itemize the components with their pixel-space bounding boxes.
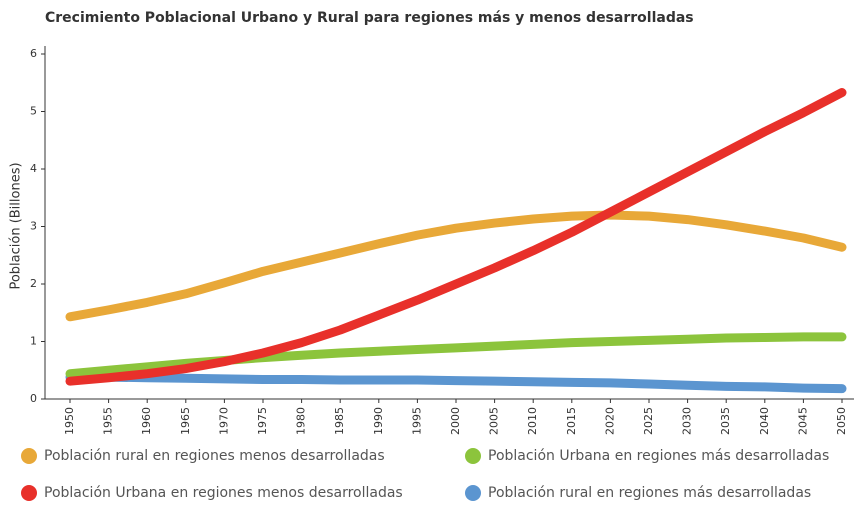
x-tick-label: 2020 [603,407,616,435]
y-tick-label: 0 [30,392,37,405]
x-tick-label: 1955 [102,407,115,435]
x-tick-label: 1985 [333,407,346,435]
x-tick-label: 2030 [681,407,694,435]
y-tick-label: 6 [30,47,37,60]
y-axis-label: Población (Billones) [9,162,24,289]
legend-label: Población rural en regiones menos desarr… [44,448,385,464]
x-tick-label: 1965 [179,407,192,435]
x-tick-label: 2010 [526,407,539,435]
x-tick-label: 1960 [140,407,153,435]
legend-label: Población Urbana en regiones más desarro… [488,448,829,464]
series-line [65,210,847,322]
series-line [65,88,847,386]
x-tick-label: 1990 [372,407,385,435]
x-tick-label: 2035 [719,407,732,435]
x-tick-label: 1950 [63,407,76,435]
legend-label: Población rural en regiones más desarrol… [488,485,811,501]
legend-swatch [21,485,37,501]
x-tick-label: 2050 [835,407,848,435]
x-tick-label: 2025 [642,407,655,435]
x-tick-label: 2040 [758,407,771,435]
x-tick-label: 2045 [796,407,809,435]
chart-title: Crecimiento Poblacional Urbano y Rural p… [45,10,694,26]
legend-swatch [465,485,481,501]
x-tick-label: 1995 [410,407,423,435]
y-tick-label: 4 [30,162,37,175]
x-tick-label: 1970 [217,407,230,435]
legend-label: Población Urbana en regiones menos desar… [44,485,403,501]
y-tick-label: 1 [30,335,37,348]
legend-swatch [465,448,481,464]
x-tick-label: 1975 [256,407,269,435]
y-tick-label: 3 [30,220,37,233]
x-tick-label: 2005 [488,407,501,435]
y-tick-label: 2 [30,277,37,290]
x-tick-label: 2000 [449,407,462,435]
legend-swatch [21,448,37,464]
x-tick-label: 1980 [295,407,308,435]
series-line [65,372,847,394]
x-tick-label: 2015 [565,407,578,435]
y-tick-label: 5 [30,105,37,118]
